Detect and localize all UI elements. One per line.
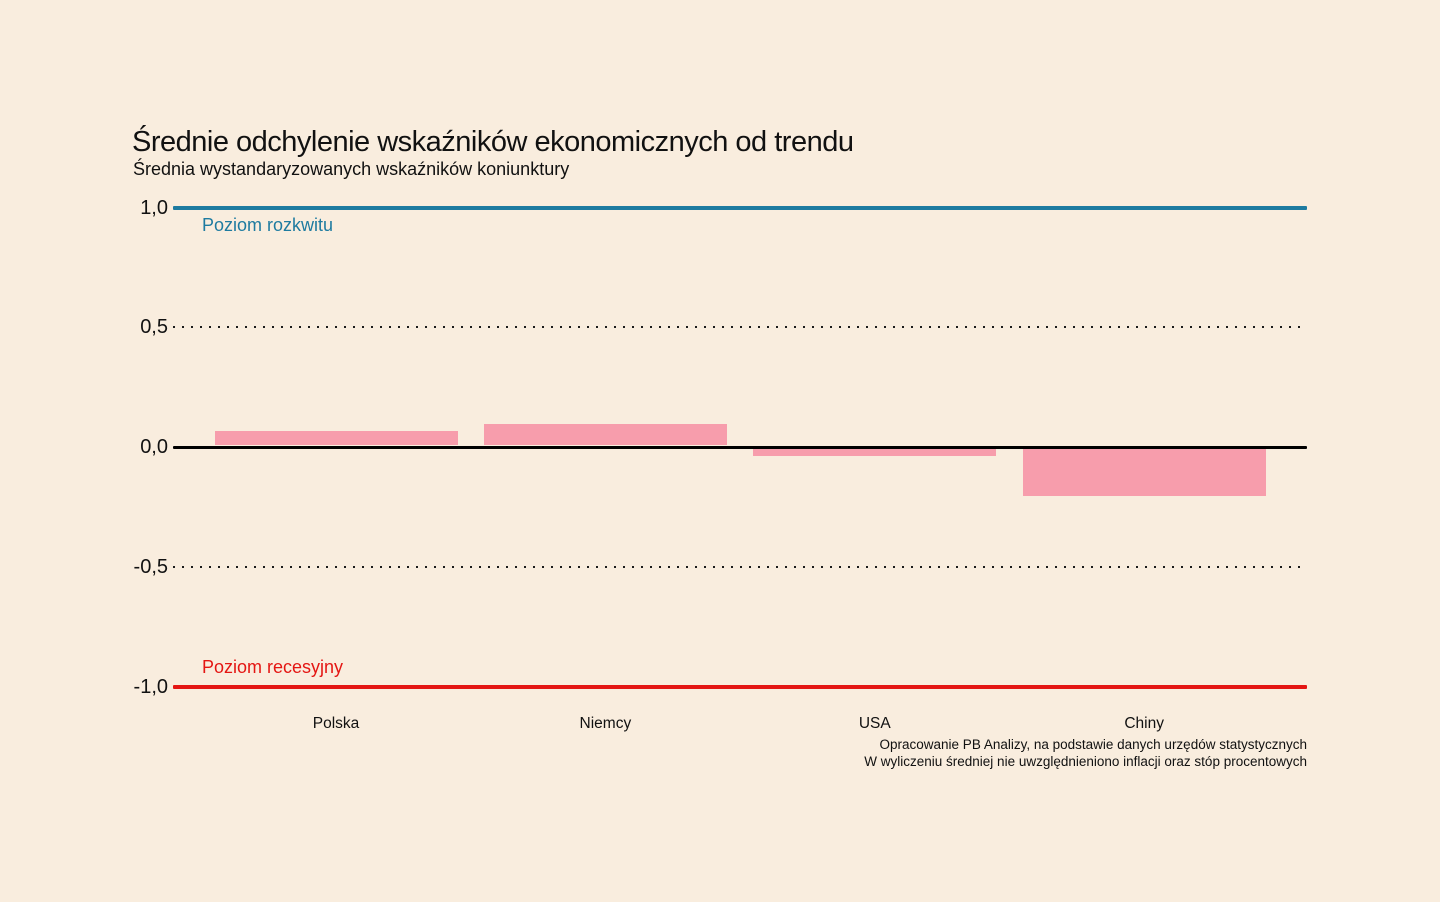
bar-niemcy xyxy=(483,423,727,446)
refline-1 xyxy=(173,205,1307,210)
refline-label-recession: Poziom recesyjny xyxy=(202,656,344,677)
source-line-1: Opracowanie PB Analizy, na podstawie dan… xyxy=(879,737,1307,752)
chart-title: Średnie odchylenie wskaźników ekonomiczn… xyxy=(132,126,854,158)
source-note: Opracowanie PB Analizy, na podstawie dan… xyxy=(864,737,1307,770)
source-line-2: W wyliczeniu średniej nie uwzględnienion… xyxy=(864,753,1307,769)
ytick-0,0: 0,0 xyxy=(140,436,168,458)
ytick-0,5: 0,5 xyxy=(140,316,168,339)
ytick--1,0: -1,0 xyxy=(133,675,168,698)
refline-0.5 xyxy=(173,326,1307,329)
bar-usa xyxy=(753,448,997,456)
ytick--0,5: -0,5 xyxy=(133,555,168,578)
refline--0.5 xyxy=(173,565,1307,568)
bar-chiny xyxy=(1022,448,1266,497)
bar-polska xyxy=(214,431,458,446)
xlabel-niemcy: Niemcy xyxy=(579,715,632,732)
xlabel-polska: Polska xyxy=(312,715,360,732)
refline-label-boom: Poziom rozkwitu xyxy=(202,214,334,235)
refline-0 xyxy=(173,445,1307,449)
chart-subtitle: Średnia wystandaryzowanych wskaźników ko… xyxy=(133,159,570,179)
refline--1 xyxy=(173,684,1307,689)
xlabel-usa: USA xyxy=(858,715,891,732)
ytick-1,0: 1,0 xyxy=(140,196,168,219)
xlabel-chiny: Chiny xyxy=(1124,715,1164,732)
